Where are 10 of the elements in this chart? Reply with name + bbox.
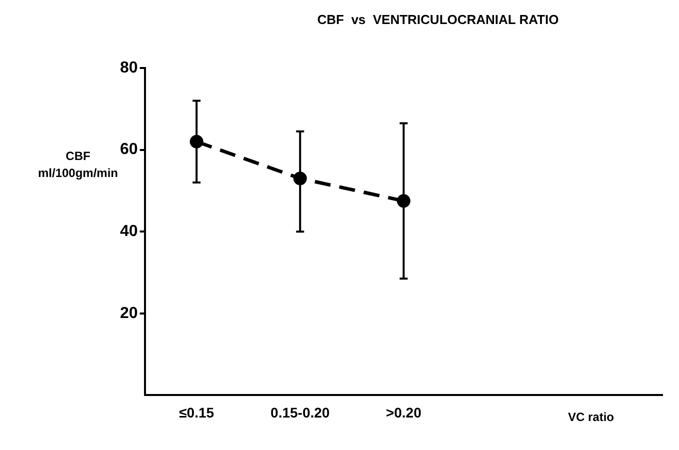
y-tick-label: 20 bbox=[120, 304, 138, 322]
x-tick-label: ≤0.15 bbox=[179, 404, 214, 420]
chart-title: CBF vs VENTRICULOCRANIAL RATIO bbox=[316, 12, 560, 27]
x-tick-label: 0.15-0.20 bbox=[270, 404, 330, 420]
x-tick-label: >0.20 bbox=[386, 404, 422, 420]
y-axis-title: CBF ml/100gm/min bbox=[38, 149, 118, 180]
x-axis-title: VC ratio bbox=[568, 410, 614, 424]
y-tick-label: 40 bbox=[120, 223, 138, 240]
y-tick-label: 60 bbox=[120, 141, 138, 158]
y-tick-label: 80 bbox=[120, 59, 138, 76]
